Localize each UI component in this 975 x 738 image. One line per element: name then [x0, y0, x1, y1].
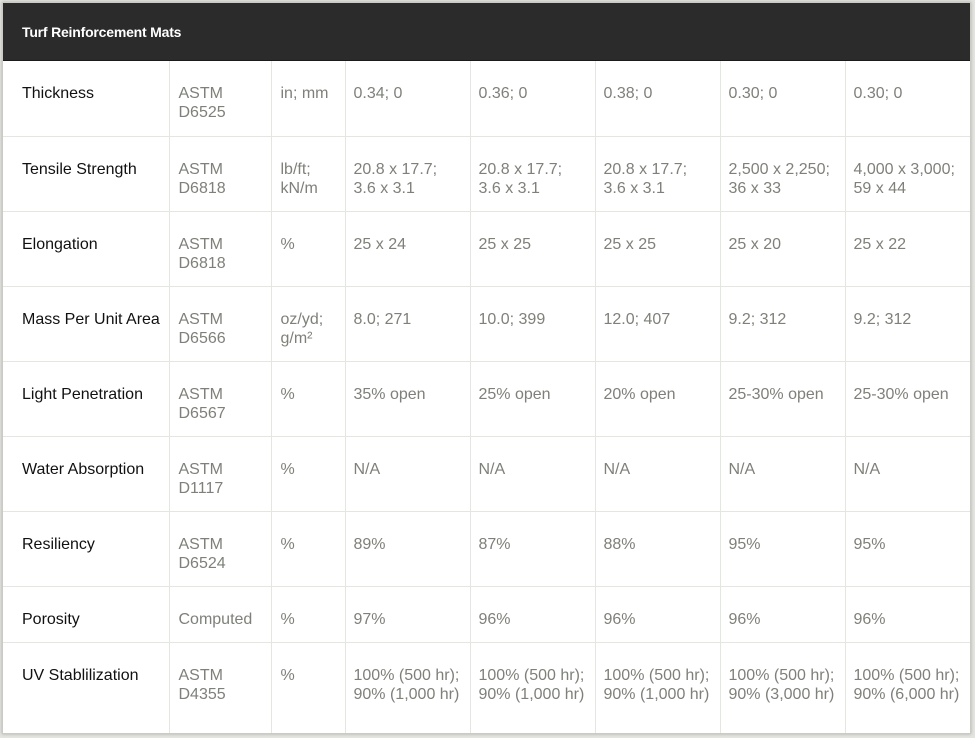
value-cell: 25% open	[470, 361, 596, 437]
value-cell: 100% (500 hr); 90% (3,000 hr)	[720, 642, 846, 733]
test-method-cell: ASTM D4355	[169, 642, 272, 733]
property-cell: Tensile Strength	[3, 136, 170, 212]
unit-cell: %	[271, 211, 346, 287]
property-cell: Light Penetration	[3, 361, 170, 437]
value-cell: 0.34; 0	[345, 61, 471, 137]
test-method-cell: ASTM D6566	[169, 286, 272, 362]
unit-cell: %	[271, 361, 346, 437]
value-cell: N/A	[595, 436, 721, 512]
value-cell: 8.0; 271	[345, 286, 471, 362]
value-cell: 20.8 x 17.7; 3.6 x 3.1	[470, 136, 596, 212]
test-method-cell: ASTM D1117	[169, 436, 272, 512]
value-cell: 97%	[345, 586, 471, 643]
value-cell: 25 x 25	[595, 211, 721, 287]
table-title: Turf Reinforcement Mats	[3, 3, 970, 61]
value-cell: 100% (500 hr); 90% (1,000 hr)	[595, 642, 721, 733]
value-cell: 96%	[720, 586, 846, 643]
property-cell: Mass Per Unit Area	[3, 286, 170, 362]
value-cell: 96%	[595, 586, 721, 643]
value-cell: 4,000 x 3,000; 59 x 44	[845, 136, 970, 212]
property-cell: UV Stablilization	[3, 642, 170, 733]
property-cell: Water Absorption	[3, 436, 170, 512]
value-cell: 12.0; 407	[595, 286, 721, 362]
table-row: Tensile Strength ASTM D6818 lb/ft; kN/m 20.…	[3, 136, 970, 212]
value-cell: 20.8 x 17.7; 3.6 x 3.1	[595, 136, 721, 212]
value-cell: 25-30% open	[720, 361, 846, 437]
property-cell: Porosity	[3, 586, 170, 643]
table-row: Elongation ASTM D6818% 25 x 24 25 x 25 25 x …	[3, 211, 970, 287]
value-cell: 0.30; 0	[845, 61, 970, 137]
value-cell: 100% (500 hr); 90% (1,000 hr)	[345, 642, 471, 733]
value-cell: 35% open	[345, 361, 471, 437]
value-cell: 20% open	[595, 361, 721, 437]
table-row: Porosity Computed% 97% 96% 96% 96% 96%	[3, 586, 970, 643]
table-row: Resiliency ASTM D6524% 89% 87% 88% 95% 95%	[3, 511, 970, 587]
value-cell: 25-30% open	[845, 361, 970, 437]
test-method-cell: ASTM D6818	[169, 136, 272, 212]
value-cell: 25 x 25	[470, 211, 596, 287]
value-cell: N/A	[345, 436, 471, 512]
unit-cell: in; mm	[271, 61, 346, 137]
value-cell: 87%	[470, 511, 596, 587]
value-cell: 20.8 x 17.7; 3.6 x 3.1	[345, 136, 471, 212]
value-cell: 95%	[720, 511, 846, 587]
value-cell: 0.30; 0	[720, 61, 846, 137]
value-cell: N/A	[845, 436, 970, 512]
test-method-cell: ASTM D6525	[169, 61, 272, 137]
value-cell: 9.2; 312	[845, 286, 970, 362]
table-row: Light Penetration ASTM D6567% 35% open 25% …	[3, 361, 970, 437]
value-cell: 95%	[845, 511, 970, 587]
test-method-cell: ASTM D6524	[169, 511, 272, 587]
value-cell: 0.36; 0	[470, 61, 596, 137]
value-cell: 100% (500 hr); 90% (6,000 hr)	[853, 666, 960, 703]
unit-cell: oz/yd; g/m²	[271, 286, 346, 362]
test-method-cell: Computed	[169, 586, 272, 643]
value-cell: N/A	[470, 436, 596, 512]
value-cell: 89%	[345, 511, 471, 587]
value-cell: N/A	[720, 436, 846, 512]
property-cell: Elongation	[3, 211, 170, 287]
table-row: UV Stablilization ASTM D4355% 100% (500 hr…	[3, 642, 970, 733]
value-cell: 96%	[470, 586, 596, 643]
test-method-cell: ASTM D6567	[169, 361, 272, 437]
value-cell: 88%	[595, 511, 721, 587]
value-cell: 10.0; 399	[470, 286, 596, 362]
value-cell: 0.38; 0	[595, 61, 721, 137]
value-cell: 25 x 24	[345, 211, 471, 287]
test-method-cell: ASTM D6818	[169, 211, 272, 287]
unit-cell: %	[271, 642, 346, 733]
property-cell: Thickness	[3, 61, 170, 137]
unit-cell: lb/ft; kN/m	[271, 136, 346, 212]
unit-cell: %	[271, 586, 346, 643]
value-cell: 96%	[845, 586, 970, 643]
value-cell: 9.2; 312	[720, 286, 846, 362]
value-cell: 100% (500 hr); 90% (1,000 hr)	[470, 642, 596, 733]
unit-cell: %	[271, 511, 346, 587]
table-row: Mass Per Unit Area ASTM D6566 oz/yd; g/m² 8…	[3, 286, 970, 362]
value-cell: 2,500 x 2,250; 36 x 33	[720, 136, 846, 212]
unit-cell: %	[271, 436, 346, 512]
value-cell: 25 x 20	[720, 211, 846, 287]
value-cell: 25 x 22	[845, 211, 970, 287]
table-row: Water Absorption ASTM D1117% N/A N/A N/A N/A N…	[3, 436, 970, 512]
property-cell: Resiliency	[3, 511, 170, 587]
